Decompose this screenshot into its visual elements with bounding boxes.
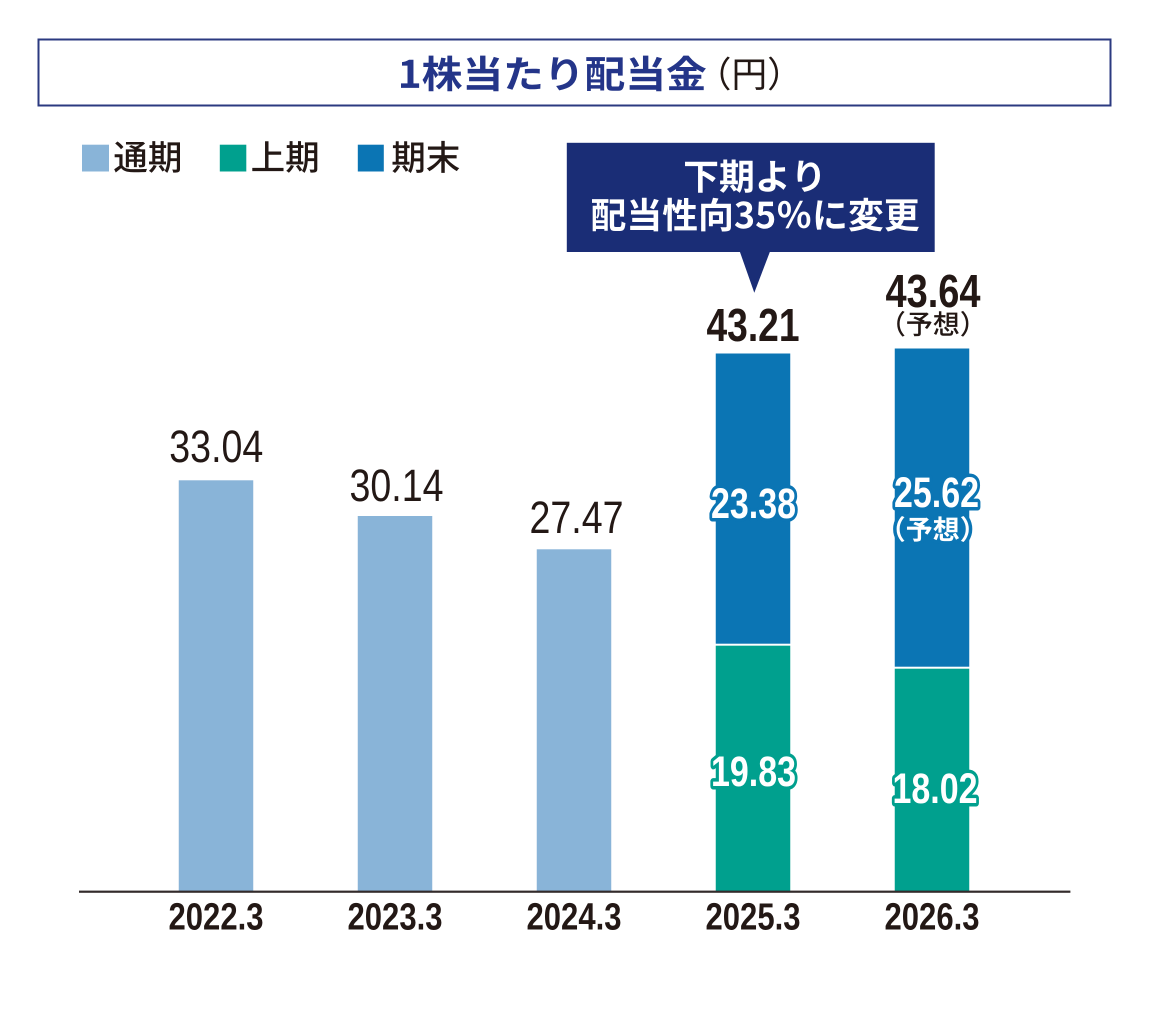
svg-text:2023.3: 2023.3 bbox=[348, 897, 443, 939]
svg-text:30.14: 30.14 bbox=[350, 460, 444, 511]
svg-text:2025.3: 2025.3 bbox=[706, 897, 801, 939]
svg-text:2026.3: 2026.3 bbox=[885, 897, 980, 939]
svg-text:2024.3: 2024.3 bbox=[527, 897, 622, 939]
svg-text:25.62: 25.62 bbox=[894, 469, 979, 517]
svg-text:19.83: 19.83 bbox=[711, 748, 796, 796]
svg-text:43.21: 43.21 bbox=[707, 299, 800, 351]
svg-text:18.02: 18.02 bbox=[893, 765, 978, 813]
svg-text:2022.3: 2022.3 bbox=[169, 897, 264, 939]
svg-text:27.47: 27.47 bbox=[530, 492, 624, 543]
svg-text:23.38: 23.38 bbox=[711, 480, 796, 528]
svg-text:43.64: 43.64 bbox=[886, 265, 981, 317]
svg-text:33.04: 33.04 bbox=[169, 421, 263, 472]
